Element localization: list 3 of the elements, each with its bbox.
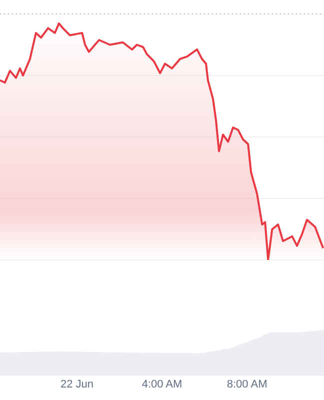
x-tick-label: 8:00 AM xyxy=(226,378,268,390)
x-tick-label: 4:00 AM xyxy=(142,378,182,390)
x-tick-label: 22 Jun xyxy=(60,378,94,390)
